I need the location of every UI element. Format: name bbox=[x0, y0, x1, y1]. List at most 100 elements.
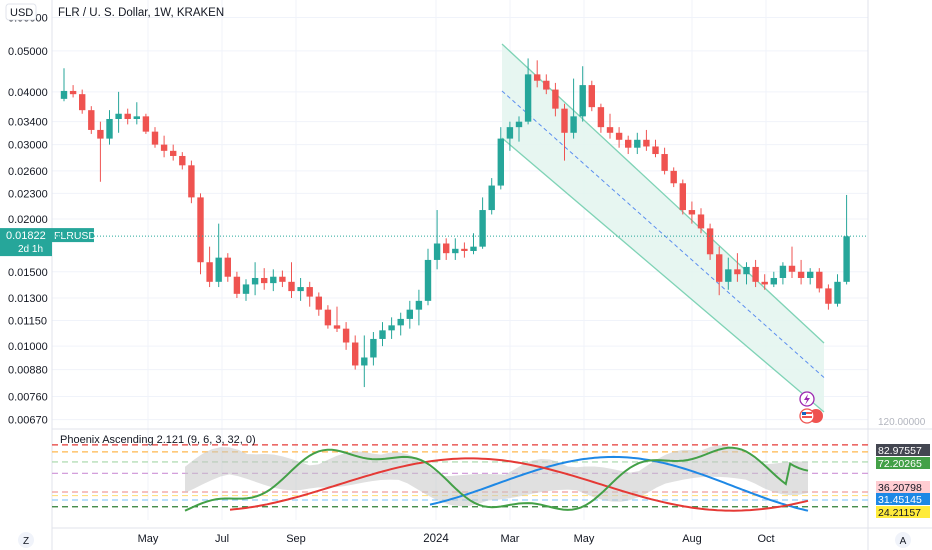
candle-body bbox=[251, 277, 259, 285]
lightning-event-icon[interactable] bbox=[799, 391, 815, 407]
candle-body bbox=[834, 281, 841, 304]
indicator-top-tick: 120.00000 bbox=[878, 417, 926, 428]
price-tick-label: 0.02000 bbox=[8, 214, 48, 226]
channel-lower-line bbox=[501, 137, 825, 413]
candle-body bbox=[661, 154, 668, 171]
price-tick-label: 0.01500 bbox=[8, 267, 48, 279]
candle-body bbox=[734, 269, 741, 275]
candle-body bbox=[606, 127, 614, 133]
zoom-reset-button[interactable]: Z bbox=[18, 532, 34, 548]
candle-body bbox=[761, 281, 768, 285]
price-tick-label: 0.01150 bbox=[8, 316, 47, 328]
price-tick-label: 0.03000 bbox=[8, 140, 48, 152]
symbol-title: FLR / U. S. Dollar, 1W, KRAKEN bbox=[58, 7, 224, 19]
candle-body bbox=[261, 277, 268, 284]
candle-body bbox=[543, 80, 550, 90]
indicator-badge-bg bbox=[876, 444, 930, 456]
candle-body bbox=[470, 246, 477, 251]
indicator-badge: 72.20265 bbox=[876, 457, 930, 470]
candle-body bbox=[106, 118, 113, 139]
candle-body bbox=[779, 265, 787, 278]
candle-body bbox=[807, 271, 814, 278]
candle-body bbox=[743, 266, 750, 275]
candle-body bbox=[725, 269, 732, 282]
auto-scale-button[interactable]: A bbox=[895, 532, 911, 548]
candle-body bbox=[233, 276, 241, 294]
candle-body bbox=[634, 139, 641, 148]
candle-body bbox=[716, 254, 723, 282]
flag-canton bbox=[802, 412, 806, 415]
candle-body bbox=[170, 150, 177, 156]
candle-body bbox=[324, 309, 332, 326]
candle-body bbox=[534, 74, 541, 81]
candle-body bbox=[342, 328, 350, 343]
overlays: USD FLR / U. S. Dollar, 1W, KRAKEN bbox=[5, 3, 868, 424]
indicator-badge: 82.97557 bbox=[876, 444, 930, 457]
candle-body bbox=[515, 121, 523, 128]
price-tick-label: 0.00760 bbox=[8, 391, 48, 403]
indicator-badge-label: 36.20798 bbox=[878, 482, 922, 494]
auto-scale-label: A bbox=[900, 536, 907, 547]
symbol-badge-bg bbox=[52, 228, 94, 243]
candle-body bbox=[160, 144, 168, 151]
candle-body bbox=[415, 300, 423, 310]
indicator-badge-label: 24.21157 bbox=[878, 507, 921, 519]
candle-body bbox=[97, 129, 104, 139]
candle-body bbox=[615, 132, 623, 140]
us-flag-event-icon[interactable] bbox=[799, 408, 823, 424]
candle-body bbox=[497, 138, 504, 186]
indicator-red-line bbox=[229, 457, 809, 512]
currency-button-label: USD bbox=[10, 7, 33, 19]
indicator-badge: 31.45145 bbox=[876, 493, 930, 506]
candle-body bbox=[406, 309, 413, 319]
indicator-badge-bg bbox=[876, 506, 930, 518]
indicator-pane: Phoenix Ascending 2.121 (9, 6, 3, 32, 0)… bbox=[52, 417, 930, 519]
candle-body bbox=[206, 262, 213, 282]
candle-body bbox=[597, 107, 605, 128]
currency-button-bg bbox=[5, 3, 37, 21]
candle-body bbox=[142, 116, 150, 132]
zoom-reset-bg bbox=[18, 532, 34, 548]
time-axis[interactable]: May Jul Sep 2024 Mar May Aug Oct Z A bbox=[18, 532, 911, 548]
candle-body bbox=[461, 248, 468, 251]
current-price-badge[interactable]: 0.01822 2d 1h bbox=[0, 228, 52, 257]
current-price-badge-bg bbox=[0, 228, 52, 257]
candle-body bbox=[452, 248, 459, 254]
candle-body bbox=[242, 284, 250, 294]
candle-body bbox=[315, 296, 322, 310]
indicator-badge: 24.21157 bbox=[876, 506, 930, 519]
price-tick-label: 0.01000 bbox=[8, 341, 48, 353]
candle-body bbox=[297, 287, 304, 292]
currency-button[interactable]: USD bbox=[5, 3, 37, 21]
candle-body bbox=[215, 257, 222, 282]
candle-body bbox=[679, 183, 686, 211]
candle-body bbox=[69, 90, 77, 95]
candle-body bbox=[706, 228, 714, 255]
indicator-badge-label: 31.45145 bbox=[878, 494, 922, 506]
candle-body bbox=[397, 318, 404, 326]
candle-body bbox=[697, 214, 705, 229]
candle-body bbox=[825, 288, 832, 304]
time-axis-label: Jul bbox=[215, 533, 229, 545]
time-axis-label: Mar bbox=[501, 533, 520, 545]
candle-body bbox=[115, 113, 122, 119]
indicator-green-line bbox=[184, 446, 809, 512]
candle-body bbox=[652, 146, 659, 155]
current-price-value: 0.01822 bbox=[6, 230, 46, 242]
candle-body bbox=[797, 271, 805, 278]
candle-body bbox=[424, 259, 432, 301]
candle-body bbox=[479, 210, 486, 247]
candle-body bbox=[188, 165, 195, 198]
candle-body bbox=[588, 85, 595, 108]
price-tick-label: 0.03400 bbox=[8, 117, 48, 129]
price-tick-label: 0.04000 bbox=[8, 87, 48, 99]
candle-body bbox=[570, 116, 577, 133]
candle-body bbox=[197, 197, 204, 263]
indicator-badge-label: 82.97557 bbox=[878, 445, 922, 457]
candle-body bbox=[379, 330, 386, 339]
candle-body bbox=[561, 108, 568, 133]
candle-body bbox=[524, 74, 532, 122]
candle-body bbox=[224, 257, 231, 277]
symbol-badge-label: FLRUSD bbox=[54, 230, 96, 242]
